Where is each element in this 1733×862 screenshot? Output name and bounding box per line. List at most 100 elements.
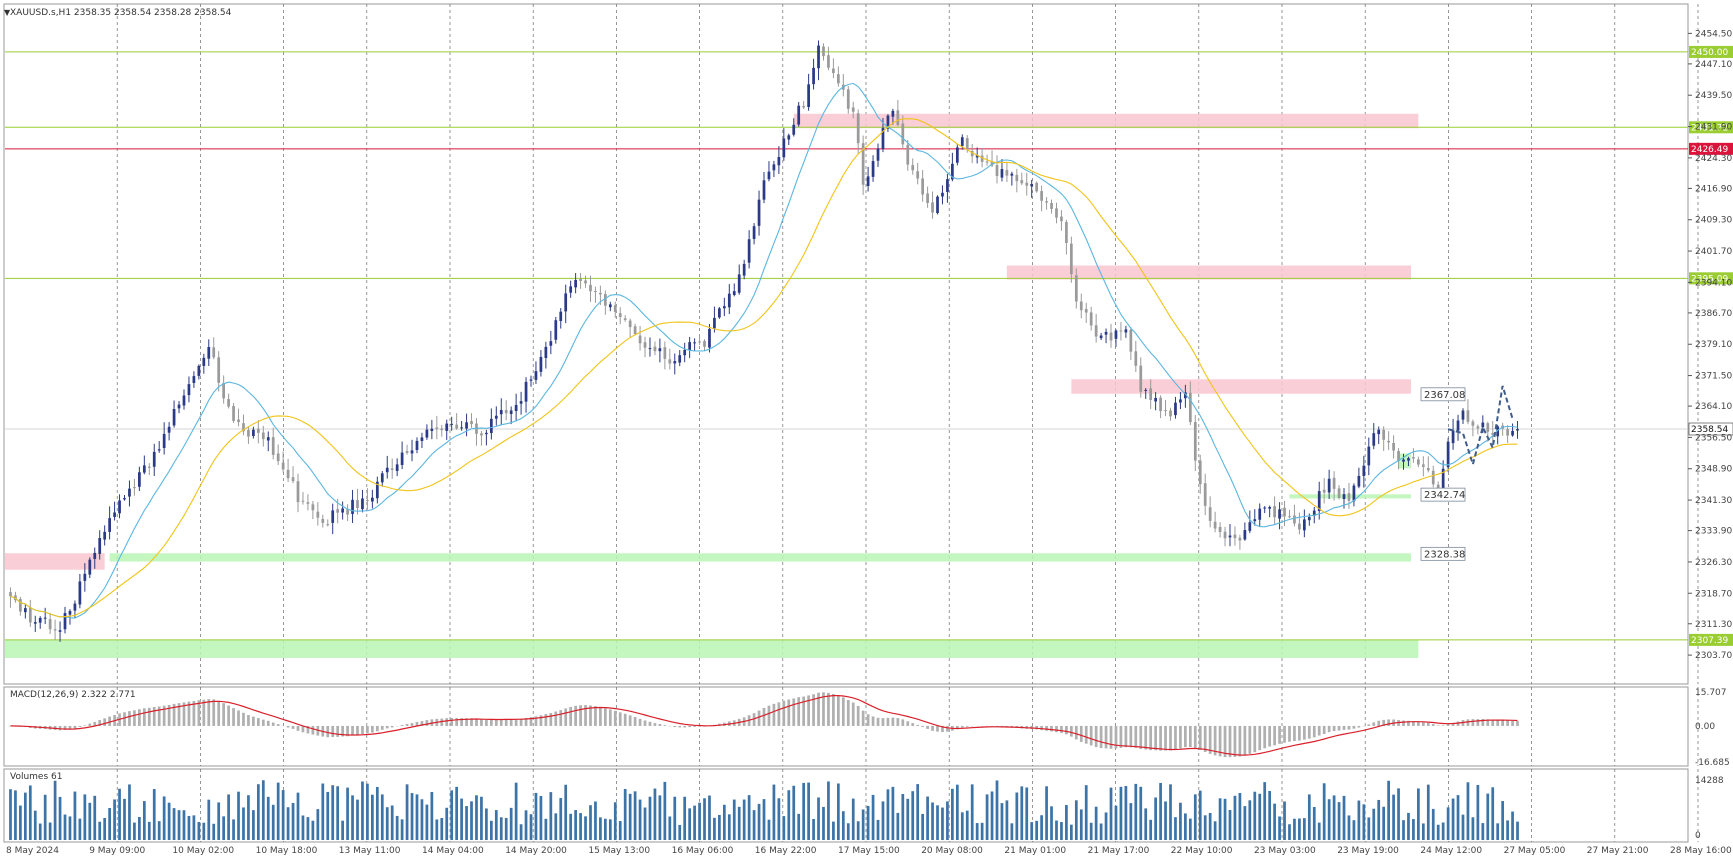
- candle-body: [599, 292, 602, 295]
- macd-bar: [891, 717, 895, 726]
- volume-bar: [757, 803, 761, 840]
- macd-bar: [1074, 725, 1078, 740]
- macd-bar: [187, 701, 191, 726]
- volume-bar: [926, 796, 929, 840]
- volume-bar: [1367, 817, 1371, 840]
- candle-body: [1119, 330, 1123, 332]
- candle-body: [1010, 173, 1014, 176]
- volume-bar: [807, 782, 810, 840]
- macd-bar: [1441, 725, 1445, 726]
- macd-bar: [886, 717, 890, 726]
- volume-bar: [1025, 787, 1029, 840]
- macd-bar: [1263, 725, 1267, 749]
- macd-bar: [182, 702, 186, 726]
- candle-body: [1446, 441, 1450, 468]
- macd-bar: [836, 695, 840, 726]
- volume-bar: [1426, 784, 1430, 840]
- volume-bar: [63, 814, 67, 840]
- macd-bar: [128, 711, 131, 726]
- volume-bar: [1392, 794, 1395, 840]
- candle-body: [544, 346, 548, 358]
- candle-body: [1188, 392, 1192, 423]
- candle-body: [237, 419, 240, 423]
- macd-bar: [9, 725, 12, 727]
- volume-bar: [1441, 822, 1445, 840]
- volume-bar: [1283, 801, 1286, 840]
- price-tick-label: 2439.50: [1695, 91, 1732, 101]
- candle-body: [589, 284, 592, 292]
- volume-bar: [78, 818, 82, 840]
- macd-bar: [1069, 725, 1073, 737]
- macd-bar: [564, 708, 568, 726]
- collapse-arrow-icon[interactable]: ▼: [4, 8, 11, 17]
- volume-bar: [638, 799, 642, 840]
- volume-bar: [931, 802, 934, 840]
- volume-bar: [346, 787, 349, 840]
- macd-bar: [757, 710, 761, 726]
- volume-bar: [1010, 823, 1014, 840]
- time-axis: 8 May 2024 9 May 09:00 10 May 02:00 10 May …: [6, 846, 1732, 856]
- candle-body: [232, 406, 235, 421]
- candle-body: [1208, 507, 1212, 521]
- volume-bar: [673, 796, 677, 840]
- price-tick-label: 2318.70: [1695, 589, 1732, 599]
- candle-body: [970, 150, 974, 157]
- candle-body: [594, 291, 597, 293]
- macd-bar: [1154, 725, 1157, 751]
- candle-body: [916, 171, 920, 179]
- price-grid: [116, 4, 1699, 684]
- last-price-tag: [1688, 422, 1733, 436]
- candle-body: [351, 499, 354, 514]
- candle-body: [965, 138, 969, 150]
- macd-bar: [1040, 725, 1043, 731]
- horizontal-levels[interactable]: 2450.00 2431.72 2426.49 2395.09 2307.39 2358.…: [5, 45, 1733, 646]
- macd-bar: [83, 725, 87, 726]
- macd-bar: [1278, 725, 1281, 744]
- macd-bar: [162, 705, 166, 726]
- macd-bar: [301, 725, 305, 733]
- macd-bar: [242, 712, 245, 726]
- candle-body: [395, 464, 399, 471]
- macd-bar: [1164, 725, 1167, 751]
- candle-body: [985, 161, 989, 163]
- price-box-label: 2367.08: [1424, 390, 1465, 401]
- candle-body: [316, 511, 320, 518]
- price-boxes: 2367.08 2342.74 2328.38: [1420, 387, 1466, 561]
- candle-body: [301, 500, 305, 502]
- macd-bar: [98, 720, 102, 726]
- macd-bar: [1496, 719, 1500, 726]
- macd-bar: [1188, 725, 1192, 748]
- macd-bar: [955, 725, 959, 730]
- candle-body: [564, 293, 568, 312]
- volume-bar: [742, 799, 746, 840]
- macd-bar: [911, 723, 915, 726]
- price-pane[interactable]: 2450.00 2431.72 2426.49 2395.09 2307.39 2358.…: [3, 3, 1733, 685]
- volume-pane[interactable]: 14288 0 Volumes 61: [3, 768, 1724, 843]
- volume-bar: [1020, 786, 1024, 840]
- macd-bar: [138, 709, 141, 726]
- candle-body: [1476, 426, 1480, 429]
- volume-bar: [1035, 820, 1039, 840]
- macd-bar: [1446, 724, 1450, 726]
- macd-bar: [931, 725, 934, 731]
- volume-bar: [1198, 790, 1202, 840]
- candle-body: [48, 619, 52, 630]
- candle-body: [1198, 460, 1202, 485]
- volume-bar: [494, 810, 498, 840]
- candle-body: [465, 422, 468, 429]
- volume-bar: [108, 808, 111, 840]
- macd-bar: [465, 718, 468, 726]
- candle-body: [1243, 530, 1247, 540]
- macd-bar: [1099, 725, 1103, 749]
- macd-bar: [772, 703, 776, 726]
- candle-body: [415, 440, 419, 450]
- macd-tick-label: 0.00: [1695, 722, 1715, 732]
- macd-bar: [222, 703, 226, 726]
- volume-bar: [192, 815, 196, 840]
- macd-pane[interactable]: 15.707 0.00 -16.685 MACD(12,26,9) 2.322 2.…: [3, 686, 1730, 768]
- macd-bar: [227, 705, 230, 726]
- macd-bar: [1481, 718, 1485, 726]
- candle-body: [1129, 329, 1133, 352]
- volume-bar: [356, 799, 359, 840]
